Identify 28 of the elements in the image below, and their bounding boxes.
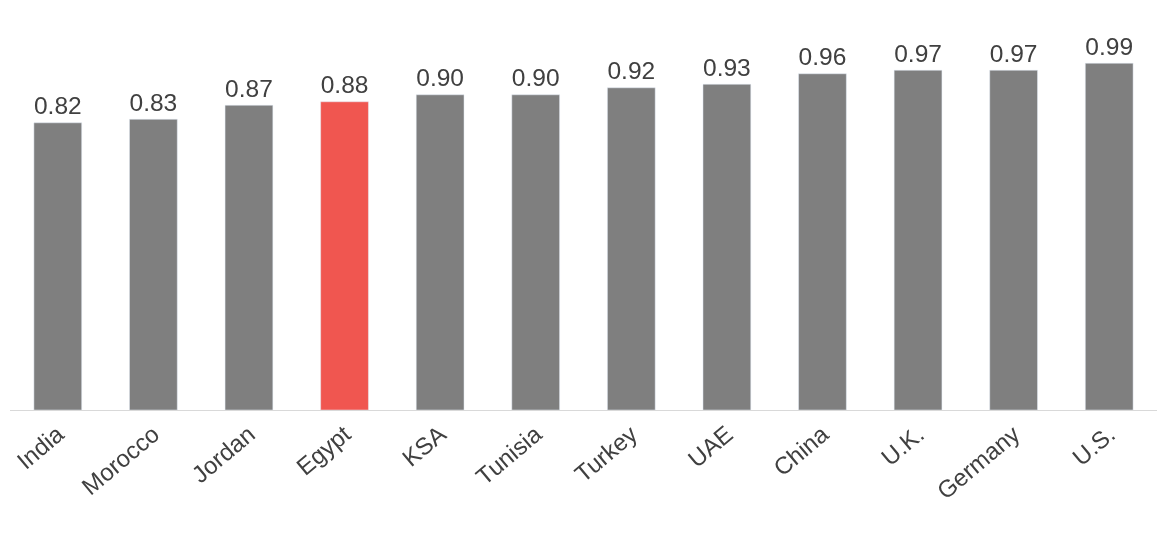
bar: [129, 119, 178, 410]
data-label: 0.99: [1085, 32, 1134, 60]
x-tick-label: U.K.: [875, 420, 929, 471]
bar: [511, 94, 560, 410]
bar: [989, 70, 1038, 410]
bar: [1085, 63, 1134, 410]
bar: [798, 73, 847, 410]
bar: [702, 84, 752, 410]
data-label: 0.88: [320, 71, 369, 99]
data-label: 0.93: [703, 53, 751, 81]
data-label: 0.97: [989, 39, 1038, 67]
data-label: 0.83: [129, 88, 178, 116]
data-label: 0.87: [225, 74, 273, 102]
bar: [415, 94, 465, 410]
x-tick-label: India: [11, 419, 70, 475]
bar: [224, 105, 274, 410]
bar: [320, 101, 369, 410]
data-label: 0.82: [33, 92, 82, 120]
data-label: 0.97: [894, 39, 942, 67]
x-tick-label: U.S.: [1067, 420, 1121, 471]
x-tick-label: KSA: [396, 420, 452, 472]
data-label: 0.96: [798, 43, 847, 71]
bar: [607, 87, 656, 410]
bar: [33, 122, 82, 410]
data-label: 0.92: [607, 57, 656, 85]
data-label: 0.90: [416, 64, 464, 92]
data-label: 0.90: [511, 64, 560, 92]
bar: [893, 70, 943, 410]
